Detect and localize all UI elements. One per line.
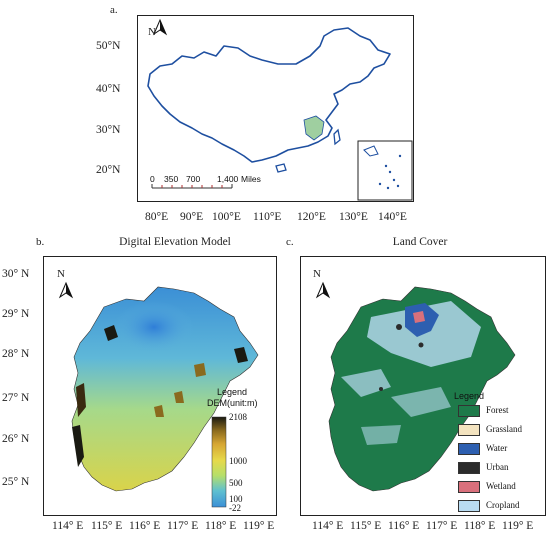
scale-number-0: 0 — [150, 174, 155, 184]
legend-label-urban: Urban — [486, 462, 509, 472]
lon-tick-c-114: 114° E — [312, 520, 344, 532]
legend-swatch-urban — [458, 462, 480, 474]
scale-bar — [151, 184, 233, 189]
panel-b-label: b. — [36, 236, 45, 248]
legend-swatch-cropland — [458, 500, 480, 512]
north-label-c: N — [313, 268, 321, 280]
lat-tick-b-27: 27° N — [2, 392, 30, 404]
lat-tick-40: 40°N — [96, 83, 121, 95]
dem-legend-title: Legend — [217, 387, 248, 397]
legend-label-water: Water — [486, 443, 508, 453]
lat-tick-20: 20°N — [96, 164, 121, 176]
lat-tick-30: 30°N — [96, 124, 121, 136]
lat-tick-b-25: 25° N — [2, 476, 30, 488]
study-area-highlight — [303, 115, 325, 141]
lon-tick-b-117: 117° E — [167, 520, 199, 532]
north-arrow-icon-b — [58, 281, 74, 299]
legend-swatch-wetland — [458, 481, 480, 493]
dem-legend-1000: 1000 — [229, 456, 247, 466]
dem-legend-min: -22 — [229, 503, 241, 513]
lon-tick-130: 130°E — [339, 211, 368, 223]
landcover-map-frame — [300, 256, 546, 516]
lon-tick-100: 100°E — [212, 211, 241, 223]
lon-tick-90: 90°E — [180, 211, 204, 223]
lon-tick-b-114: 114° E — [52, 520, 84, 532]
panel-b-title: Digital Elevation Model — [119, 236, 231, 248]
dem-map — [58, 281, 259, 508]
panel-c-title: Land Cover — [392, 236, 448, 248]
lat-tick-b-26: 26° N — [2, 433, 30, 445]
dem-map-frame — [43, 256, 277, 516]
north-arrow-icon-c — [315, 281, 331, 299]
legend-label-wetland: Wetland — [486, 481, 516, 491]
lon-tick-140: 140°E — [378, 211, 407, 223]
lon-tick-80: 80°E — [145, 211, 169, 223]
north-label: N — [148, 26, 156, 38]
legend-swatch-grassland — [458, 424, 480, 436]
legend-label-forest: Forest — [486, 405, 509, 415]
scale-number-700: 700 — [186, 174, 201, 184]
lat-tick-b-28: 28° N — [2, 348, 30, 360]
legend-swatch-water — [458, 443, 480, 455]
dem-legend-100: 100 — [229, 494, 243, 504]
taiwan-island — [333, 128, 341, 146]
lat-tick-b-29: 29° N — [2, 308, 30, 320]
china-map-frame — [137, 15, 414, 202]
landcover-map — [315, 281, 516, 492]
landcover-legend-title: Legend — [454, 391, 485, 401]
lon-tick-c-118: 118° E — [464, 520, 496, 532]
legend-label-cropland: Cropland — [486, 500, 520, 510]
lon-tick-120: 120°E — [297, 211, 326, 223]
lon-tick-c-117: 117° E — [426, 520, 458, 532]
dem-color-ramp — [211, 416, 227, 508]
hainan-island — [275, 163, 287, 173]
lat-tick-b-30: 30° N — [2, 268, 30, 280]
legend-swatch-forest — [458, 405, 480, 417]
lon-tick-b-118: 118° E — [205, 520, 237, 532]
north-arrow-icon — [152, 18, 168, 36]
china-outline — [147, 27, 391, 163]
lon-tick-c-119: 119° E — [502, 520, 534, 532]
panel-c-label: c. — [286, 236, 294, 248]
dem-legend-500: 500 — [229, 478, 243, 488]
north-label-b: N — [57, 268, 65, 280]
lon-tick-b-119: 119° E — [243, 520, 275, 532]
dem-legend-unit: DEM(unit:m) — [207, 398, 258, 408]
scale-unit: Miles — [241, 174, 261, 184]
lon-tick-c-115: 115° E — [350, 520, 382, 532]
south-china-sea-inset — [357, 140, 413, 201]
legend-label-grassland: Grassland — [486, 424, 522, 434]
scale-number-1400: 1,400 — [217, 174, 239, 184]
lon-tick-110: 110°E — [253, 211, 282, 223]
lon-tick-c-116: 116° E — [388, 520, 420, 532]
panel-a-label: a. — [110, 4, 118, 16]
china-map — [147, 18, 413, 201]
lat-tick-50: 50°N — [96, 40, 121, 52]
dem-legend-max: 2108 — [229, 412, 247, 422]
lon-tick-b-116: 116° E — [129, 520, 161, 532]
scale-number-350: 350 — [164, 174, 179, 184]
lon-tick-b-115: 115° E — [91, 520, 123, 532]
